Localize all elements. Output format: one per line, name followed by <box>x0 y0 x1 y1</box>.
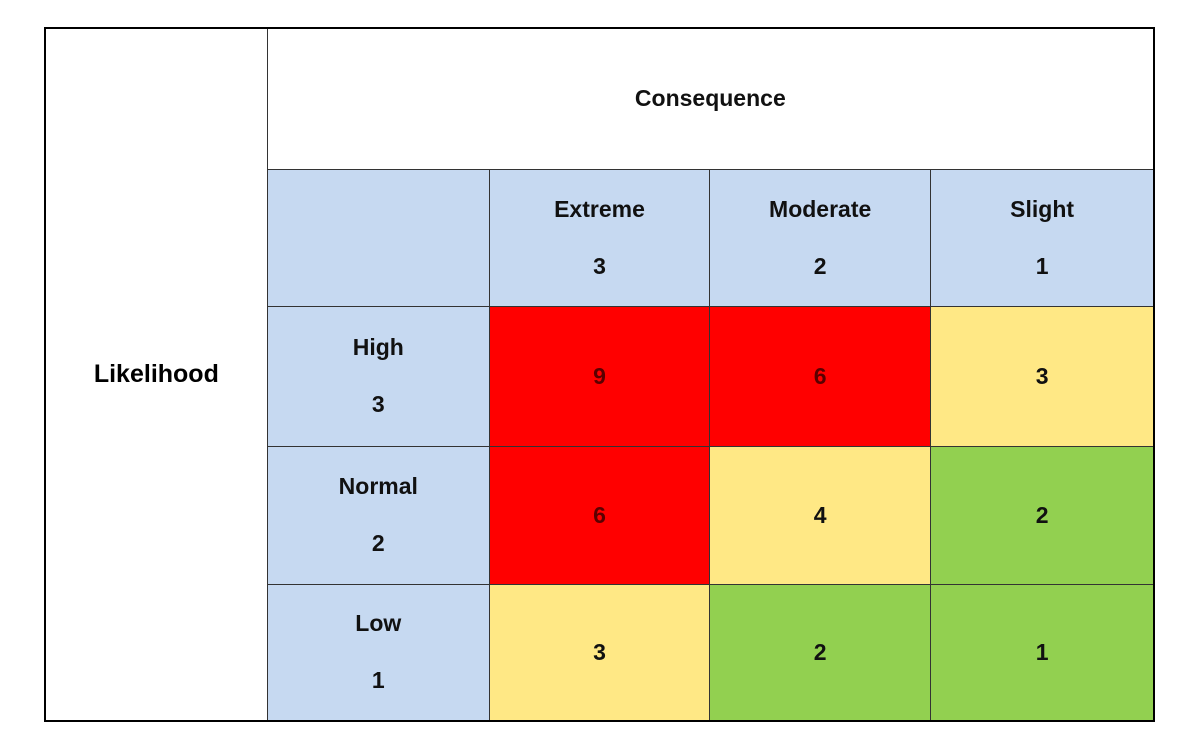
column-label: Extreme 3 <box>488 168 711 307</box>
row-label: Normal 2 <box>266 445 490 585</box>
level-score: 1 <box>371 667 385 694</box>
level-score: 3 <box>593 252 606 279</box>
column-header: Consequence <box>266 27 1155 170</box>
risk-matrix: Likelihood Consequence Extreme 3 Moderate… <box>44 27 1155 722</box>
row-label: Low 1 <box>266 583 490 722</box>
column-label: Slight 1 <box>930 168 1155 307</box>
risk-cell: 4 <box>709 445 932 585</box>
risk-cell: 9 <box>488 305 711 447</box>
column-label: Moderate 2 <box>709 168 932 307</box>
level-score: 1 <box>1035 252 1049 279</box>
level-name: Slight <box>1010 195 1075 222</box>
level-score: 2 <box>371 530 385 556</box>
corner-cell <box>266 168 490 307</box>
risk-cell: 1 <box>930 583 1155 722</box>
level-score: 2 <box>813 252 827 279</box>
level-name: Low <box>355 610 402 637</box>
level-score: 3 <box>371 391 385 417</box>
level-name: Extreme <box>554 195 645 222</box>
level-name: Normal <box>338 473 418 499</box>
risk-cell: 3 <box>930 305 1155 447</box>
row-label: High 3 <box>266 305 490 447</box>
row-header: Likelihood <box>44 27 268 722</box>
level-name: Moderate <box>769 195 872 222</box>
level-name: High <box>352 334 404 360</box>
risk-cell: 2 <box>709 583 932 722</box>
risk-cell: 6 <box>709 305 932 447</box>
risk-cell: 3 <box>488 583 711 722</box>
risk-cell: 6 <box>488 445 711 585</box>
risk-cell: 2 <box>930 445 1155 585</box>
